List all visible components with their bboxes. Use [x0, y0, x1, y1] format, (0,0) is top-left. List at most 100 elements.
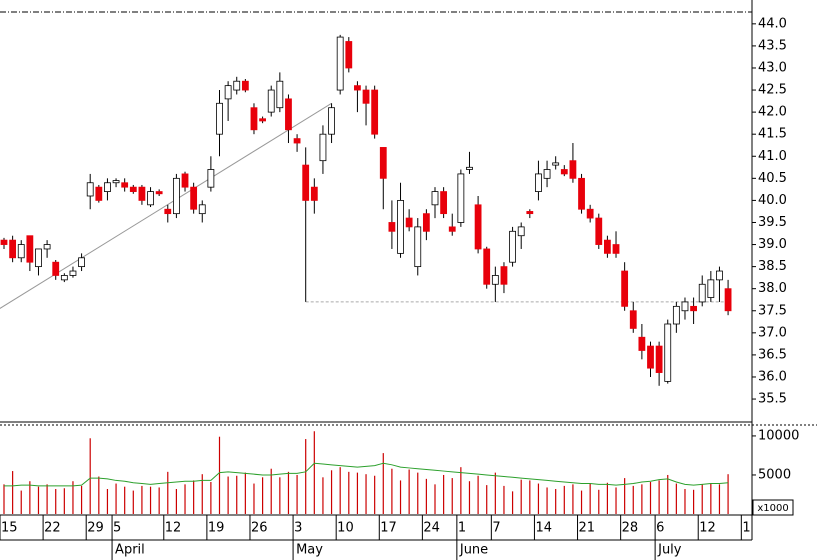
volume-unit: x1000	[757, 503, 788, 514]
candle-body	[60, 275, 68, 281]
candle-body	[95, 186, 103, 201]
candle-body	[466, 166, 473, 170]
candle-body	[397, 200, 404, 254]
x-tick-label: 7	[492, 521, 500, 536]
candle-body	[517, 226, 525, 237]
candle-body	[440, 191, 448, 215]
candle-body	[552, 162, 560, 166]
trendline	[0, 102, 332, 309]
candle-body	[604, 239, 611, 254]
y-tick-label: 35.5	[758, 392, 787, 407]
candle-body	[250, 107, 258, 131]
x-tick-label: 24	[423, 521, 440, 536]
candle-body	[104, 182, 111, 192]
month-label: July	[657, 543, 682, 558]
candle-body	[526, 211, 534, 215]
candle-body	[586, 208, 594, 219]
candle-body	[9, 239, 17, 259]
candle-body	[17, 244, 25, 259]
x-tick-label: 21	[579, 521, 596, 536]
candle-body	[138, 186, 146, 201]
y-tick-label: 38.5	[758, 259, 787, 274]
candle-body	[207, 169, 215, 188]
x-tick-label: 3	[294, 521, 302, 536]
candle-body	[664, 323, 672, 382]
y-tick-label: 42.0	[758, 105, 787, 120]
candle-body	[181, 173, 189, 188]
x-tick-label: 5	[113, 521, 121, 536]
y-tick-label: 38.0	[758, 281, 787, 296]
candle-body	[724, 288, 732, 312]
y-tick-label: 36.5	[758, 347, 787, 362]
month-label: May	[296, 543, 323, 558]
candle-body	[681, 301, 689, 312]
y-tick-label: 42.5	[758, 83, 787, 98]
candle-body	[43, 244, 51, 250]
candle-body	[690, 305, 697, 312]
candle-body	[52, 261, 60, 276]
x-tick-label: 19	[208, 521, 225, 536]
volume-average	[4, 462, 729, 487]
candle-body	[276, 80, 284, 109]
x-tick-label: 17	[380, 521, 397, 536]
candle-body	[474, 204, 482, 250]
x-tick-label: 6	[656, 521, 664, 536]
candle-body	[578, 177, 585, 210]
candle-body	[362, 89, 370, 104]
y-tick-label: 44.0	[758, 16, 787, 31]
candle-body	[647, 345, 654, 369]
candle-body	[302, 164, 310, 201]
candle-body	[233, 80, 241, 91]
x-tick-label: 28	[622, 521, 639, 536]
y-tick-label: 40.5	[758, 171, 787, 186]
candle-body	[500, 266, 508, 285]
candle-body	[35, 248, 42, 268]
candle-body	[241, 80, 249, 91]
candle-body	[491, 275, 499, 285]
candle-body	[319, 133, 327, 162]
candle-body	[457, 173, 465, 223]
candle-body	[448, 226, 456, 232]
candle-body	[198, 204, 206, 215]
x-tick-label: 22	[44, 521, 61, 536]
candle-body	[405, 217, 413, 228]
candle-body	[655, 345, 663, 373]
y-tick-label: 41.5	[758, 127, 787, 142]
x-tick-label: 10	[337, 521, 354, 536]
candle-body	[698, 283, 706, 303]
candle-body	[569, 160, 577, 179]
candle-body	[336, 36, 344, 91]
y-tick-label: 39.0	[758, 237, 787, 252]
candle-body	[259, 118, 267, 122]
candle-body	[190, 186, 198, 210]
x-tick-label: 1	[742, 521, 750, 536]
candle-body	[595, 217, 603, 245]
candle-body	[414, 226, 422, 268]
candle-body	[224, 85, 232, 100]
candle-body	[69, 270, 77, 276]
y-tick-label: 37.0	[758, 325, 787, 340]
candle-body	[422, 213, 430, 232]
candle-body	[560, 169, 568, 175]
candle-body	[629, 310, 637, 329]
y-tick-label: 40.0	[758, 193, 787, 208]
x-tick-label: 29	[87, 521, 104, 536]
candle-body	[328, 107, 335, 135]
candle-body	[354, 85, 361, 91]
candle-body	[172, 177, 180, 215]
y-tick-label: 37.5	[758, 303, 787, 318]
candle-body	[431, 191, 439, 206]
y-tick-label: 36.0	[758, 369, 787, 384]
candle-body	[621, 270, 629, 307]
candle-body	[164, 208, 172, 215]
candle-body	[129, 186, 137, 192]
month-label: April	[115, 543, 145, 558]
candle-body	[483, 248, 491, 285]
candle-body	[86, 182, 94, 197]
unit-box	[752, 499, 794, 516]
candle-body	[672, 305, 680, 325]
candle-body	[388, 222, 396, 232]
candle-body	[0, 239, 8, 245]
candle-body	[716, 270, 723, 281]
candle-body	[638, 336, 646, 351]
